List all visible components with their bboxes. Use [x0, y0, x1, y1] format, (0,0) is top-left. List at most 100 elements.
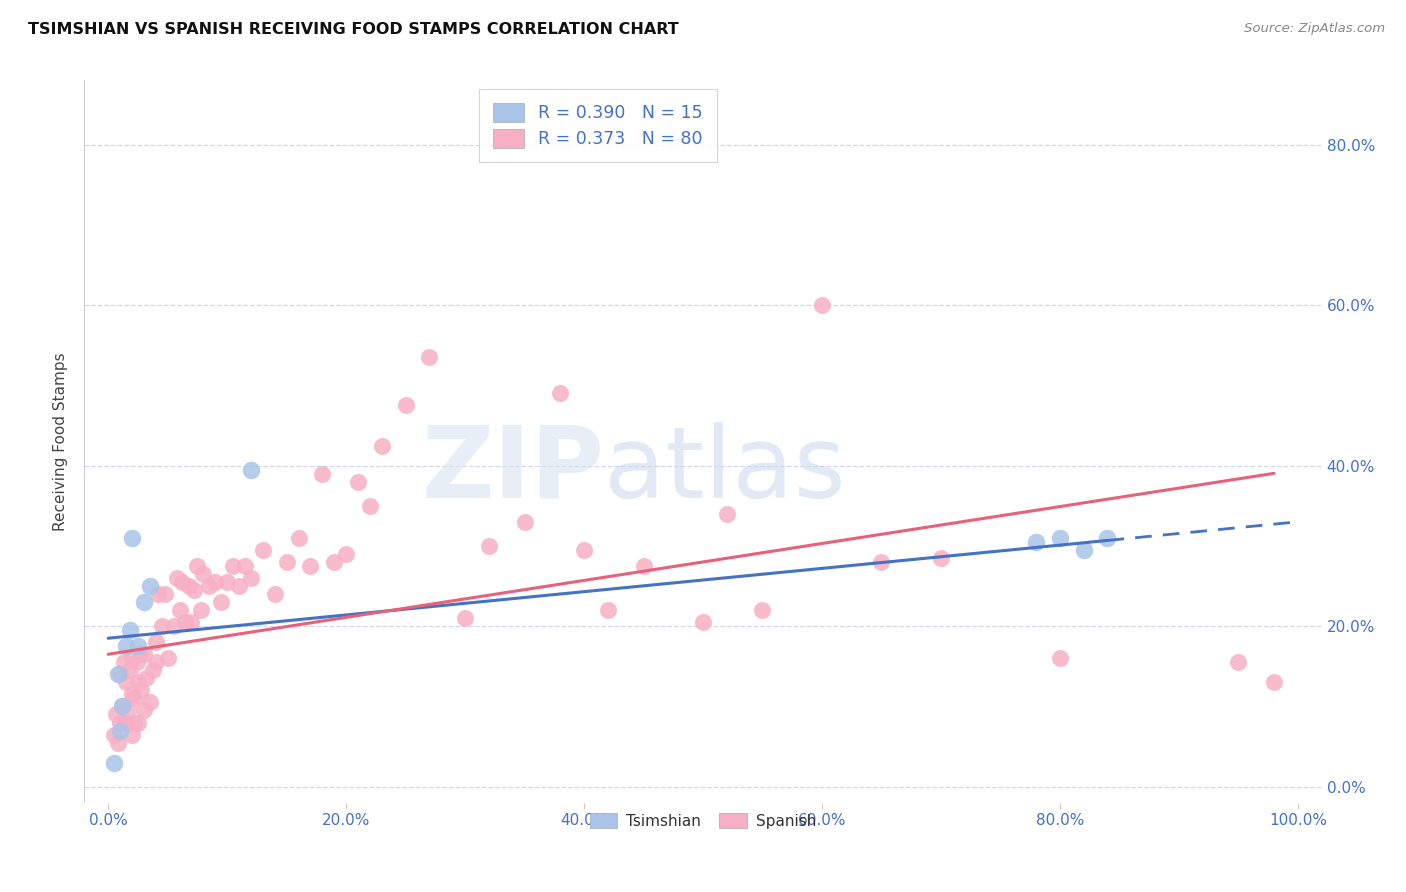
Point	[1025, 534, 1047, 549]
Point	[716, 507, 738, 521]
Point	[115, 675, 138, 690]
Point	[111, 699, 134, 714]
Point	[233, 558, 256, 573]
Point	[180, 615, 202, 630]
Point	[311, 467, 333, 481]
Y-axis label: Receiving Food Stamps: Receiving Food Stamps	[53, 352, 69, 531]
Point	[139, 696, 162, 710]
Point	[107, 667, 129, 681]
Point	[139, 579, 162, 593]
Point	[1049, 651, 1071, 665]
Point	[146, 587, 169, 601]
Point	[145, 655, 167, 669]
Point	[222, 558, 245, 573]
Text: ZIP: ZIP	[422, 422, 605, 519]
Point	[596, 603, 619, 617]
Point	[118, 623, 141, 637]
Point	[117, 703, 139, 717]
Point	[177, 579, 200, 593]
Point	[513, 515, 536, 529]
Point	[108, 715, 131, 730]
Point	[1097, 531, 1119, 545]
Point	[169, 603, 191, 617]
Point	[103, 756, 125, 770]
Point	[276, 555, 298, 569]
Point	[252, 542, 274, 557]
Point	[870, 555, 893, 569]
Point	[418, 350, 440, 364]
Point	[132, 595, 155, 609]
Point	[121, 728, 143, 742]
Point	[572, 542, 595, 557]
Point	[692, 615, 714, 630]
Point	[228, 579, 250, 593]
Point	[190, 603, 212, 617]
Point	[108, 667, 131, 681]
Point	[132, 703, 155, 717]
Point	[121, 531, 143, 545]
Point	[135, 671, 157, 685]
Point	[150, 619, 173, 633]
Point	[347, 475, 370, 489]
Point	[183, 583, 205, 598]
Point	[204, 574, 226, 589]
Point	[209, 595, 232, 609]
Point	[198, 579, 221, 593]
Point	[156, 651, 179, 665]
Point	[131, 683, 153, 698]
Point	[548, 386, 571, 401]
Text: atlas: atlas	[605, 422, 845, 519]
Point	[1227, 655, 1250, 669]
Point	[121, 687, 143, 701]
Point	[1073, 542, 1095, 557]
Point	[142, 664, 165, 678]
Point	[193, 567, 215, 582]
Point	[125, 655, 148, 669]
Point	[112, 655, 135, 669]
Point	[170, 574, 193, 589]
Point	[239, 462, 262, 476]
Point	[103, 728, 125, 742]
Point	[811, 298, 834, 312]
Point	[751, 603, 773, 617]
Point	[121, 651, 143, 665]
Point	[127, 715, 149, 730]
Point	[929, 551, 952, 566]
Point	[155, 587, 177, 601]
Point	[186, 558, 208, 573]
Point	[166, 571, 188, 585]
Point	[287, 531, 309, 545]
Point	[162, 619, 184, 633]
Point	[174, 615, 197, 630]
Point	[124, 715, 146, 730]
Point	[239, 571, 262, 585]
Point	[132, 648, 155, 662]
Point	[394, 398, 416, 412]
Point	[129, 648, 152, 662]
Point	[111, 699, 134, 714]
Point	[263, 587, 285, 601]
Point	[633, 558, 655, 573]
Point	[107, 735, 129, 749]
Point	[454, 611, 477, 625]
Point	[299, 558, 322, 573]
Legend: Tsimshian, Spanish: Tsimshian, Spanish	[583, 806, 823, 835]
Point	[1263, 675, 1285, 690]
Point	[115, 715, 138, 730]
Point	[115, 639, 138, 653]
Text: TSIMSHIAN VS SPANISH RECEIVING FOOD STAMPS CORRELATION CHART: TSIMSHIAN VS SPANISH RECEIVING FOOD STAM…	[28, 22, 679, 37]
Point	[118, 664, 141, 678]
Point	[127, 639, 149, 653]
Point	[371, 438, 394, 452]
Point	[359, 499, 381, 513]
Point	[1049, 531, 1071, 545]
Point	[145, 635, 167, 649]
Point	[217, 574, 239, 589]
Point	[323, 555, 346, 569]
Point	[335, 547, 357, 561]
Text: Source: ZipAtlas.com: Source: ZipAtlas.com	[1244, 22, 1385, 36]
Point	[127, 675, 149, 690]
Point	[105, 707, 128, 722]
Point	[124, 691, 146, 706]
Point	[108, 723, 131, 738]
